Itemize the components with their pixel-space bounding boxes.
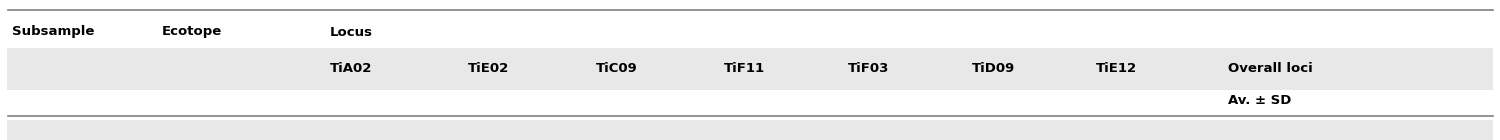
Text: TiD09: TiD09 [972,61,1016,74]
Text: TiF03: TiF03 [847,61,889,74]
Text: Locus: Locus [330,25,374,38]
Bar [8,48,1492,90]
Text: Av. ± SD: Av. ± SD [1228,94,1292,107]
Text: Subsample: Subsample [12,25,94,38]
Bar [8,120,1492,140]
Text: TiE02: TiE02 [468,61,509,74]
Text: TiA02: TiA02 [330,61,372,74]
Text: Ecotope: Ecotope [162,25,222,38]
Text: Overall loci: Overall loci [1228,61,1312,74]
Text: TiC09: TiC09 [596,61,638,74]
Text: TiE12: TiE12 [1096,61,1137,74]
Text: TiF11: TiF11 [724,61,765,74]
